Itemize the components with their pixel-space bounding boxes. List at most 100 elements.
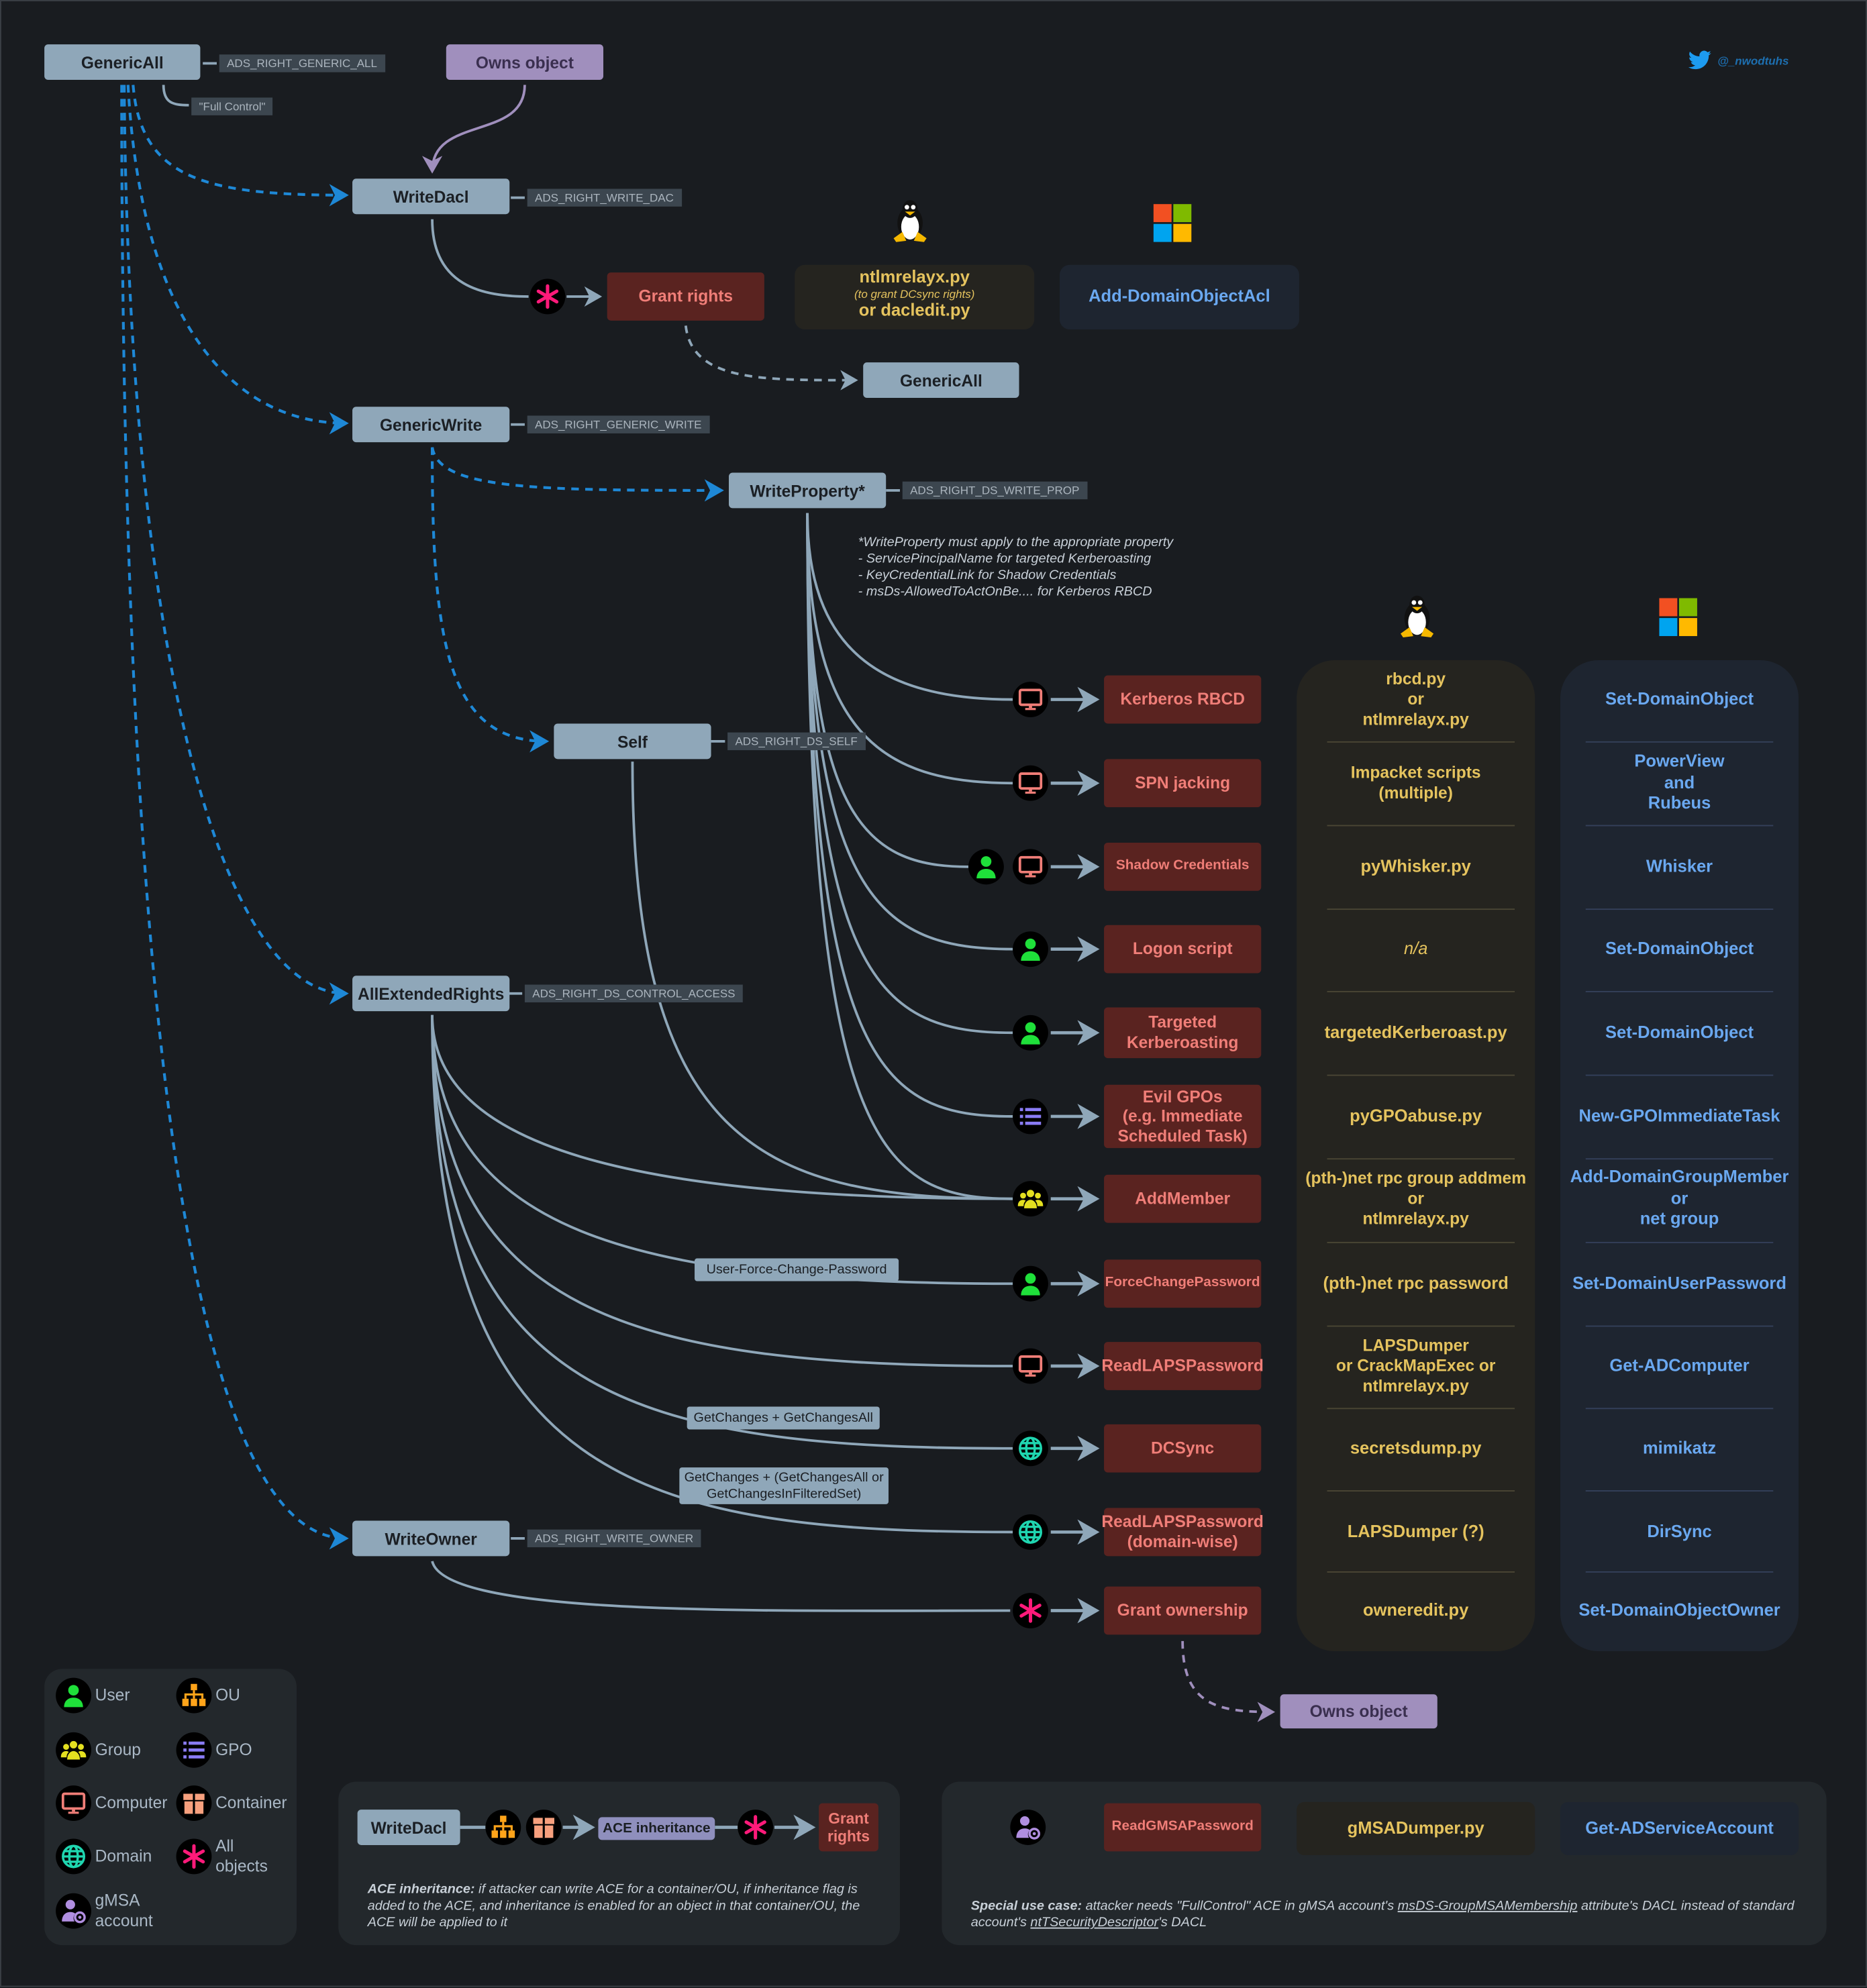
linux-tool: pyGPOabuse.py — [1350, 1106, 1482, 1125]
gmsa-icon — [1010, 1810, 1046, 1845]
linux-divider — [1327, 908, 1515, 910]
linux-divider — [1327, 1490, 1515, 1492]
action-readlapspassword[interactable]: ReadLAPSPassword — [1101, 1342, 1264, 1390]
node-owns-object[interactable]: Owns object — [446, 44, 604, 80]
ace-inheritance-panel — [338, 1781, 900, 1946]
action-evil-gpos[interactable]: Evil GPOs (e.g. Immediate Scheduled Task… — [1104, 1084, 1262, 1149]
all-objects-icon — [529, 278, 566, 315]
ace-inheritance-note: ACE inheritance: if attacker can write A… — [368, 1882, 874, 1932]
edge-aer-row — [431, 1014, 1013, 1534]
gmsa-read-password[interactable]: ReadGMSAPassword — [1104, 1803, 1262, 1852]
action-forcechangepassword[interactable]: ForceChangePassword — [1104, 1259, 1262, 1308]
windows-tool: Set-DomainUserPassword — [1572, 1273, 1786, 1292]
grant-rights-windows-tool: Add-DomainObjectAcl — [1059, 264, 1299, 330]
windows-tool: Whisker — [1646, 855, 1713, 876]
edge-wp-row — [806, 513, 1013, 951]
node-writedacl[interactable]: WriteDacl — [352, 178, 510, 215]
action-shadow-credentials[interactable]: Shadow Credentials — [1104, 842, 1262, 891]
windows-tool: mimikatz — [1642, 1437, 1717, 1457]
note-body: attribute's DACL instead of standard acc… — [970, 1898, 1795, 1930]
windows-tool: Set-DomainObjectOwner — [1578, 1600, 1780, 1619]
edge-wp-row — [806, 513, 1013, 1118]
tag-full-control: "Full Control" — [191, 97, 273, 115]
edge-aer-row — [431, 1014, 1013, 1450]
action-addmember[interactable]: AddMember — [1104, 1174, 1262, 1223]
note-body: attacker needs "FullControl" ACE in gMSA… — [1082, 1898, 1398, 1914]
node-writeproperty[interactable]: WriteProperty* — [729, 472, 887, 509]
linux-tool: LAPSDumper (?) — [1347, 1521, 1484, 1540]
note-title: ACE inheritance: — [367, 1881, 475, 1897]
note-body: 's DACL — [1158, 1915, 1207, 1930]
linux-divider — [1327, 1324, 1515, 1326]
linux-tool: pyWhisker.py — [1360, 855, 1471, 876]
computer-icon — [56, 1785, 91, 1822]
linux-tool: owneredit.py — [1363, 1600, 1469, 1619]
node-self[interactable]: Self — [554, 723, 711, 760]
windows-divider — [1585, 1324, 1774, 1326]
windows-tool: PowerView and Rubeus — [1634, 751, 1725, 813]
node-owns-object-result[interactable]: Owns object — [1280, 1694, 1437, 1729]
action-targeted[interactable]: Targeted Kerberoasting — [1104, 1007, 1262, 1059]
attribute-link[interactable]: ntTSecurityDescriptor — [1030, 1915, 1159, 1930]
node-writeowner[interactable]: WriteOwner — [352, 1520, 510, 1557]
windows-divider — [1585, 1407, 1774, 1409]
windows-divider — [1585, 825, 1774, 827]
legend-label-user: User — [95, 1685, 130, 1705]
windows-divider — [1585, 1074, 1774, 1076]
gmsa-note: Special use case: attacker needs "FullCo… — [971, 1898, 1808, 1932]
node-allextendedrights[interactable]: AllExtendedRights — [352, 976, 510, 1012]
action-kerberos-rbcd[interactable]: Kerberos RBCD — [1104, 675, 1262, 724]
twitter-icon — [1688, 50, 1711, 70]
action-spn-jacking[interactable]: SPN jacking — [1104, 759, 1262, 808]
tag-self: ADS_RIGHT_DS_SELF — [711, 732, 866, 751]
edge-wp-row — [806, 513, 1013, 1200]
linux-tool: n/a — [1403, 938, 1428, 958]
windows-divider — [1585, 990, 1774, 992]
windows-divider — [1585, 741, 1774, 743]
group-icon — [1013, 1181, 1048, 1217]
gmsa-icon — [56, 1893, 91, 1929]
node-genericwrite[interactable]: GenericWrite — [352, 407, 510, 443]
gpo-icon — [176, 1732, 212, 1768]
computer-icon — [1013, 849, 1048, 885]
edge-fullcontrol — [162, 85, 189, 107]
legend-label-computer: Computer — [95, 1793, 168, 1812]
attribute-link[interactable]: msDS-GroupMSAMembership — [1397, 1898, 1578, 1914]
note-title: Special use case: — [970, 1898, 1082, 1914]
container-icon — [525, 1810, 562, 1845]
ace-writedacl-node[interactable]: WriteDacl — [357, 1810, 460, 1845]
windows-logo-icon — [1153, 204, 1192, 248]
node-grant-rights[interactable]: Grant rights — [607, 272, 764, 321]
edge-wp-row — [806, 513, 1013, 701]
author-credit[interactable]: @_nwodtuhs — [1688, 50, 1788, 70]
windows-tool: New-GPOImmediateTask — [1578, 1106, 1780, 1125]
linux-tux-icon — [891, 198, 929, 250]
action-grant-ownership[interactable]: Grant ownership — [1104, 1586, 1262, 1635]
node-genericall[interactable]: GenericAll — [44, 44, 201, 80]
linux-divider — [1327, 990, 1515, 992]
ace-inheritance-step[interactable]: ACE inheritance — [598, 1817, 715, 1840]
tool-dacledit: or dacledit.py — [858, 300, 970, 319]
edge-label-laps-domain: GetChanges + (GetChangesAll or GetChange… — [679, 1467, 889, 1504]
container-icon — [176, 1785, 212, 1822]
windows-tool: Get-ADComputer — [1609, 1355, 1750, 1375]
node-genericall-result[interactable]: GenericAll — [863, 362, 1019, 399]
computer-icon — [1013, 682, 1048, 718]
linux-tool: targetedKerberoast.py — [1324, 1022, 1507, 1041]
action-logon-script[interactable]: Logon script — [1104, 925, 1262, 974]
computer-icon — [1013, 1348, 1048, 1384]
all-objects-icon — [176, 1838, 212, 1875]
edge-wp-row — [806, 513, 1013, 785]
edge-genericwrite-self — [430, 447, 550, 753]
linux-divider — [1327, 825, 1515, 827]
action-dcsync[interactable]: DCSync — [1104, 1424, 1262, 1473]
action-readlapspassword[interactable]: ReadLAPSPassword (domain-wise) — [1101, 1508, 1264, 1557]
windows-tool: DirSync — [1647, 1521, 1712, 1540]
edge-aer-row — [431, 1014, 1013, 1200]
user-icon — [1013, 931, 1048, 967]
legend-label-ou: OU — [215, 1685, 240, 1705]
ace-grant-rights[interactable]: Grant rights — [819, 1803, 878, 1852]
edge-genericall-genericwrite — [126, 85, 349, 435]
writeproperty-note: *WriteProperty must apply to the appropr… — [858, 535, 1174, 600]
grant-rights-linux-tool: ntlmrelayx.py (to grant DCsync rights) o… — [795, 264, 1035, 330]
